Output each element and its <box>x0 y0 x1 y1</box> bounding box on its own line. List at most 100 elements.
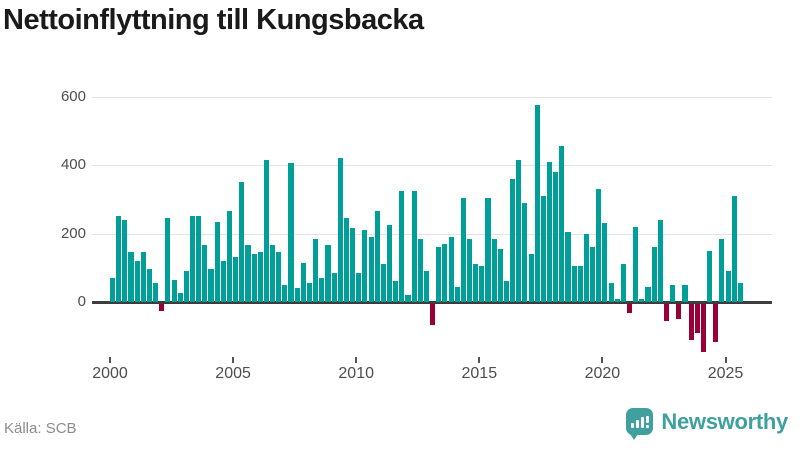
bar <box>516 159 522 302</box>
bar <box>639 298 645 302</box>
bar <box>485 197 491 302</box>
bar <box>171 279 177 302</box>
bar <box>140 252 146 302</box>
bar <box>399 190 405 302</box>
bar <box>737 283 743 302</box>
x-axis-label: 2015 <box>461 365 498 382</box>
bar <box>116 216 122 302</box>
bar <box>479 266 485 302</box>
bar <box>386 224 393 302</box>
y-axis-label: 600 <box>60 87 86 105</box>
bar <box>522 202 528 302</box>
bar <box>183 271 189 302</box>
x-axis-label: 2010 <box>338 365 374 382</box>
bar <box>577 266 583 302</box>
bar <box>325 245 331 302</box>
bar <box>343 218 349 302</box>
y-axis-label: 200 <box>60 224 86 242</box>
bar <box>270 245 276 302</box>
bar <box>694 304 700 334</box>
gridline <box>92 165 772 166</box>
bar <box>602 223 608 302</box>
bar <box>583 233 590 302</box>
bar <box>319 278 325 302</box>
x-axis-label: 2005 <box>215 365 251 382</box>
bar <box>620 264 626 302</box>
x-axis-tick <box>232 357 235 363</box>
bar <box>177 293 183 302</box>
x-axis-label: 2025 <box>707 365 744 382</box>
bar <box>331 272 337 302</box>
bar <box>510 178 516 302</box>
x-axis-label: 2020 <box>584 365 621 382</box>
bar <box>633 226 639 302</box>
bar <box>651 247 657 302</box>
bar <box>534 105 540 302</box>
bar <box>503 281 509 302</box>
bar <box>454 286 460 302</box>
bar <box>571 266 577 302</box>
bar <box>226 211 233 302</box>
bar <box>337 158 343 302</box>
x-axis-tick <box>478 357 481 363</box>
bar <box>430 304 436 325</box>
source-note: Källa: SCB <box>4 420 77 437</box>
bar <box>448 236 454 302</box>
bar <box>159 304 165 311</box>
x-axis-tick <box>724 357 727 363</box>
bar <box>313 238 319 302</box>
bar <box>263 159 269 302</box>
bar <box>128 252 134 302</box>
bar <box>362 230 368 302</box>
bar <box>670 284 676 302</box>
x-axis-label: 2000 <box>92 365 128 382</box>
bar <box>460 197 466 302</box>
bar <box>442 243 448 302</box>
bar <box>497 248 503 302</box>
chart-title: Nettoinflyttning till Kungsbacka <box>3 4 424 36</box>
bar <box>165 218 171 302</box>
bar <box>707 250 713 302</box>
bar <box>233 257 239 302</box>
bar <box>251 254 257 302</box>
x-axis-tick <box>601 357 604 363</box>
bar <box>245 245 251 302</box>
bar <box>276 252 282 302</box>
zero-axis-line <box>92 301 772 304</box>
x-axis-tick <box>355 357 358 363</box>
bar <box>682 284 688 302</box>
bar <box>153 283 159 302</box>
bar <box>491 238 497 302</box>
x-axis-tick <box>109 357 111 363</box>
bar <box>725 271 731 302</box>
bar <box>528 254 534 302</box>
bar <box>540 195 546 302</box>
bar <box>405 295 411 302</box>
bar <box>134 260 140 302</box>
bar <box>288 163 294 302</box>
bar <box>590 247 596 302</box>
bar <box>547 161 553 302</box>
bar <box>608 283 614 302</box>
bar <box>257 252 263 302</box>
bar <box>368 236 374 302</box>
bar <box>356 272 362 302</box>
bar <box>146 269 153 302</box>
bar <box>559 146 565 302</box>
bar <box>306 283 313 302</box>
bar <box>473 264 479 302</box>
bar <box>466 238 473 302</box>
bar <box>214 221 220 302</box>
bar <box>220 260 226 302</box>
bar <box>700 304 706 352</box>
bar <box>208 269 214 302</box>
bar <box>719 238 725 302</box>
y-axis-label: 400 <box>60 156 86 173</box>
bar <box>713 304 719 342</box>
bar <box>553 171 559 302</box>
bar <box>676 304 682 320</box>
bar <box>657 219 663 302</box>
bar <box>423 271 429 302</box>
gridline <box>92 96 772 98</box>
